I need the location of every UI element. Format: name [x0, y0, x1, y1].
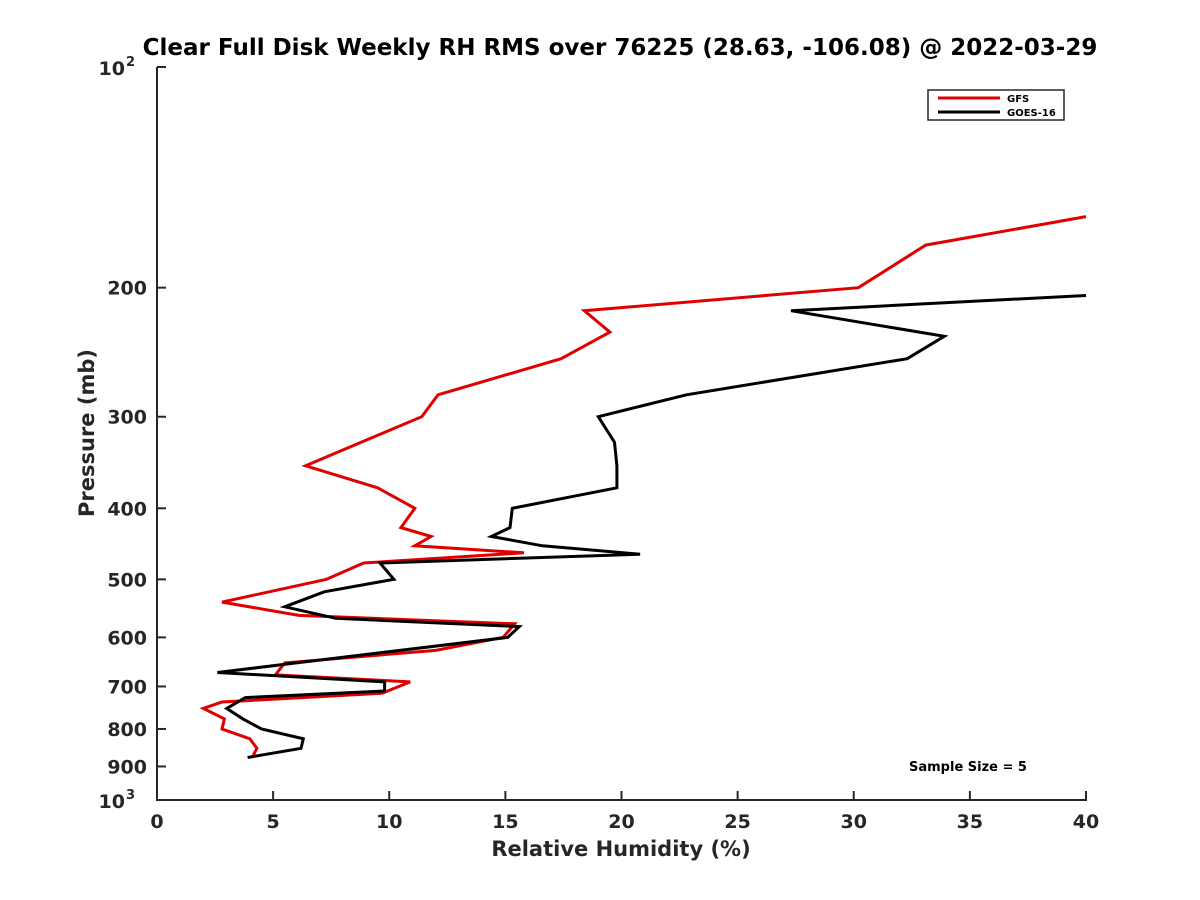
y-tick-label: 900 — [107, 756, 147, 778]
series-line-goes-16 — [217, 294, 1087, 759]
x-tick-label: 0 — [150, 811, 163, 833]
y-tick-label-exponent: 2 — [126, 55, 135, 70]
y-tick-label: 10 — [99, 58, 125, 80]
x-ticks: 0 5 10 15 20 25 30 35 40 — [150, 791, 1099, 833]
x-tick-label: 15 — [492, 811, 518, 833]
x-tick-label: 40 — [1073, 811, 1099, 833]
y-tick-label: 200 — [107, 278, 147, 300]
x-tick-label: 25 — [724, 811, 750, 833]
x-tick-label: 20 — [608, 811, 634, 833]
y-tick-label-exponent: 3 — [126, 788, 135, 803]
series-line-gfs — [199, 215, 1087, 759]
legend-label-goes-16: GOES-16 — [1007, 108, 1056, 119]
y-tick-label: 500 — [107, 569, 147, 591]
y-axis-label: Pressure (mb) — [75, 349, 99, 517]
x-tick-label: 10 — [376, 811, 402, 833]
y-tick-label: 10 — [99, 791, 125, 813]
legend: GFS GOES-16 — [927, 89, 1065, 121]
plot-lines — [199, 215, 1087, 759]
chart-title: Clear Full Disk Weekly RH RMS over 76225… — [143, 35, 1098, 61]
y-tick-label: 600 — [107, 627, 147, 649]
x-tick-label: 30 — [841, 811, 867, 833]
x-tick-label: 35 — [957, 811, 983, 833]
sample-size-annotation: Sample Size = 5 — [909, 760, 1027, 775]
legend-box — [927, 89, 1065, 121]
y-tick-label: 700 — [107, 676, 147, 698]
y-tick-label: 300 — [107, 407, 147, 429]
y-tick-label: 800 — [107, 719, 147, 741]
x-axis-label: Relative Humidity (%) — [491, 837, 750, 861]
x-tick-label: 5 — [267, 811, 280, 833]
y-tick-label: 400 — [107, 498, 147, 520]
legend-label-gfs: GFS — [1007, 94, 1029, 105]
